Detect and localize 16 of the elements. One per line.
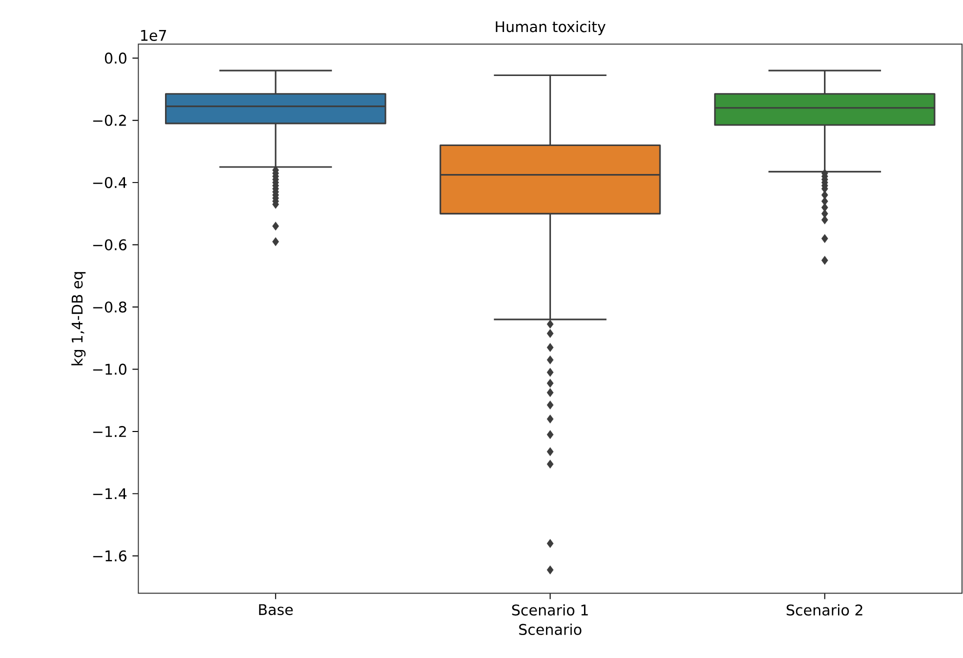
text: 1e7 — [141, 30, 166, 41]
y-tick-label: −1.6 — [93, 550, 126, 562]
x-axis-title: Scenario — [519, 624, 582, 636]
y-tick-label: −0.2 — [93, 114, 126, 126]
y-tick-label: −1.4 — [93, 488, 127, 500]
y-tick-label: 0.0 — [104, 52, 126, 64]
y-tick-label: −1.0 — [93, 364, 126, 375]
x-tick-label: Base — [259, 604, 293, 616]
y-tick-label: −1.2 — [93, 426, 126, 437]
y-tick-label: −0.6 — [93, 239, 126, 250]
y-tick-label: −0.8 — [93, 301, 126, 313]
x-tick-label: Scenario 2 — [786, 604, 862, 616]
x-tick-label: Scenario 1 — [512, 604, 588, 616]
chart-title: Human toxicity — [496, 20, 606, 36]
y-tick-label: −0.4 — [93, 177, 127, 188]
y-axis-title: kg 1,4-DB eq — [71, 272, 86, 366]
